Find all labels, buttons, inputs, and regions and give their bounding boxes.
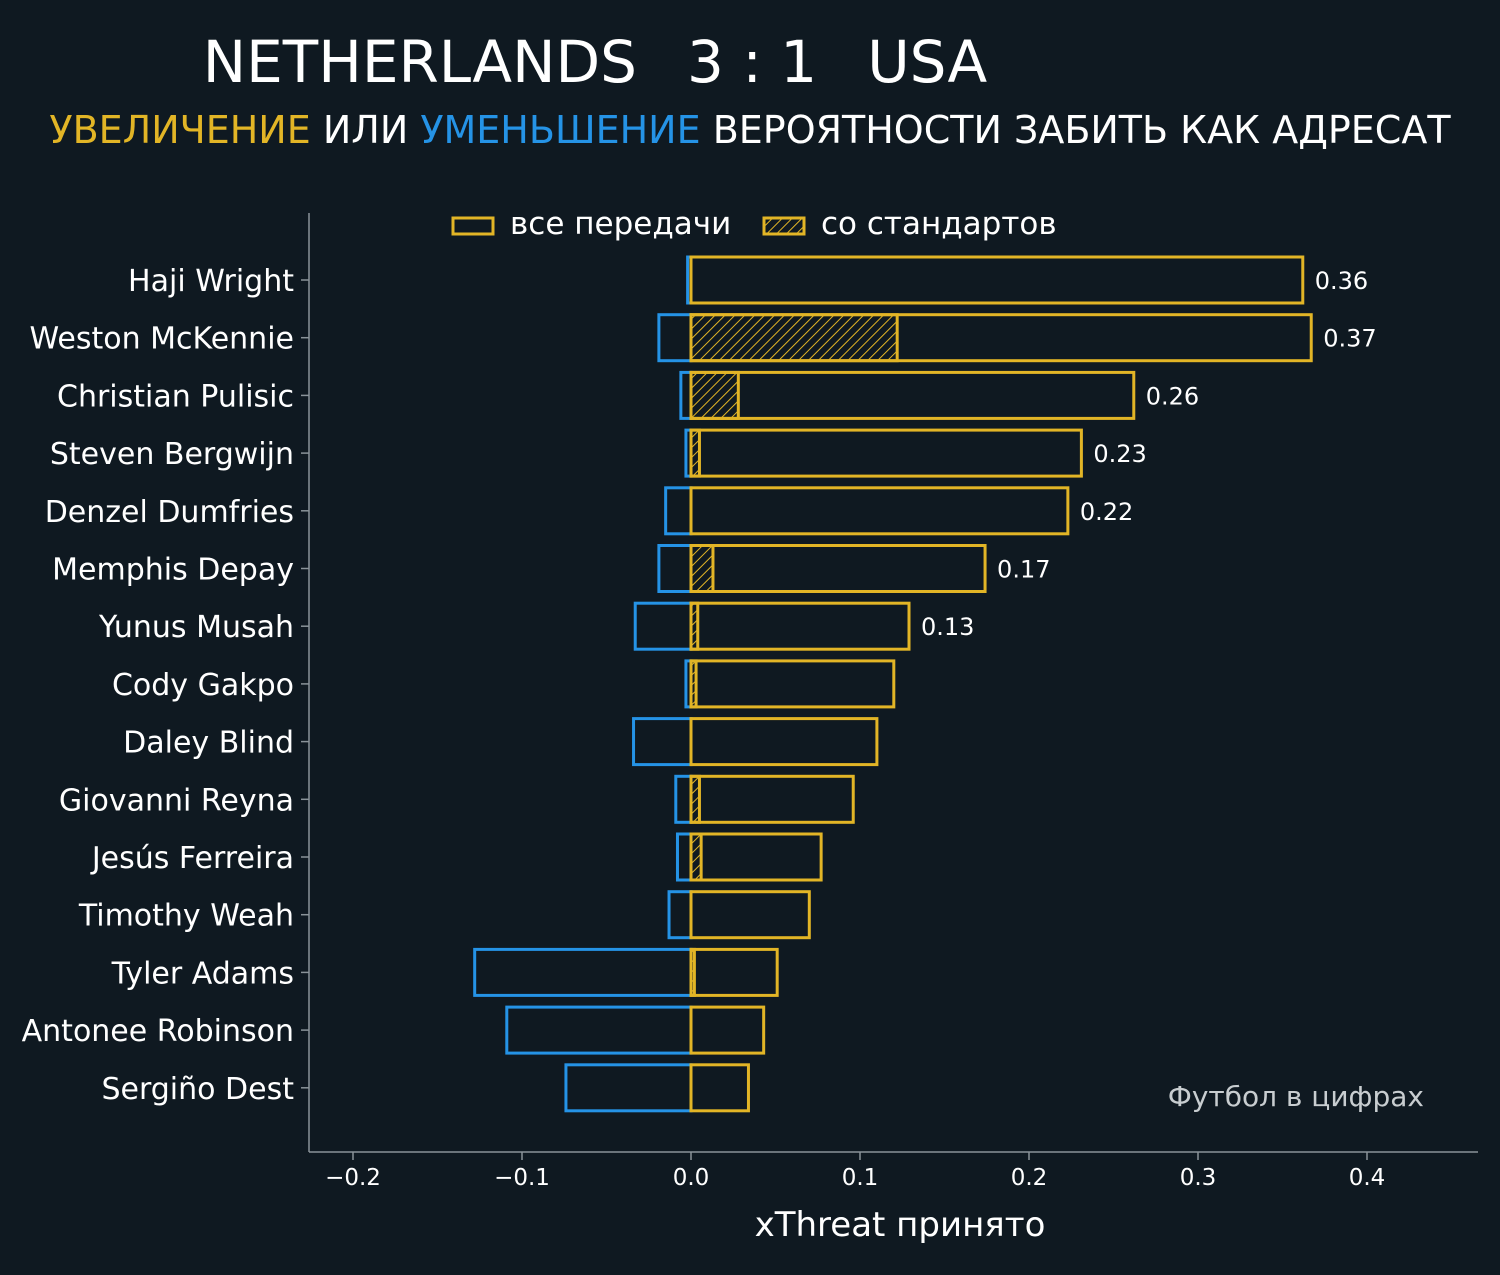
x-tick-label: 0.0 bbox=[673, 1165, 710, 1191]
bar-positive bbox=[689, 890, 811, 940]
legend-swatch-all-passes bbox=[451, 216, 495, 236]
bar-value-label: 0.26 bbox=[1146, 382, 1199, 410]
bar-value-label: 0.22 bbox=[1080, 498, 1133, 526]
legend-swatch-set-pieces bbox=[762, 216, 806, 236]
bar-negative bbox=[674, 774, 693, 824]
y-tick-label: Daley Blind bbox=[123, 726, 294, 761]
y-tick-label: Haji Wright bbox=[128, 264, 294, 299]
bar-positive bbox=[689, 947, 779, 997]
bar-value-label: 0.23 bbox=[1093, 440, 1146, 468]
y-tick-label: Memphis Depay bbox=[52, 553, 294, 588]
x-tick-label: 0.1 bbox=[842, 1165, 879, 1191]
y-tick-label: Cody Gakpo bbox=[112, 668, 294, 703]
bar-set-pieces bbox=[689, 370, 740, 420]
bar-positive bbox=[689, 1005, 766, 1055]
bar-negative bbox=[675, 832, 693, 882]
y-tick-label: Denzel Dumfries bbox=[45, 495, 294, 530]
bar-negative bbox=[473, 947, 693, 997]
bar-positive bbox=[689, 659, 896, 709]
bar-value-label: 0.36 bbox=[1315, 267, 1368, 295]
x-tick-label: 0.3 bbox=[1180, 1165, 1217, 1191]
legend-label-all-passes: все передачи bbox=[510, 206, 731, 242]
bar-negative bbox=[664, 486, 693, 536]
chart-subtitle: УВЕЛИЧЕНИЕ ИЛИ УМЕНЬШЕНИЕ ВЕРОЯТНОСТИ ЗА… bbox=[0, 108, 1500, 152]
y-tick-label: Steven Bergwijn bbox=[50, 437, 294, 472]
score: 3 : 1 bbox=[686, 28, 818, 96]
bar-positive bbox=[689, 717, 879, 767]
bar-negative bbox=[679, 370, 693, 420]
bar-negative bbox=[657, 313, 693, 363]
bar-positive bbox=[689, 774, 855, 824]
bar-negative bbox=[632, 717, 693, 767]
y-tick-label: Christian Pulisic bbox=[57, 379, 294, 414]
bar-positive bbox=[689, 544, 987, 593]
y-tick-label: Weston McKennie bbox=[30, 322, 295, 357]
bar-positive bbox=[689, 1063, 750, 1113]
bar-positive bbox=[689, 428, 1083, 478]
y-tick-label: Antonee Robinson bbox=[22, 1014, 294, 1049]
bar-positive bbox=[689, 313, 1313, 363]
bar-set-pieces bbox=[689, 544, 715, 593]
bar-positive bbox=[689, 486, 1070, 536]
bar-set-pieces bbox=[689, 313, 899, 363]
chart-title: NETHERLANDS 3 : 1 USA bbox=[0, 28, 1190, 96]
y-tick-label: Giovanni Reyna bbox=[59, 783, 294, 818]
y-tick-label: Tyler Adams bbox=[111, 956, 294, 991]
bar-positive bbox=[689, 601, 911, 651]
bar-negative bbox=[667, 890, 693, 940]
home-team: NETHERLANDS bbox=[202, 28, 637, 96]
watermark: Футбол в цифрах bbox=[1168, 1080, 1424, 1113]
x-axis-label: xThreat принято bbox=[755, 1205, 1046, 1245]
x-tick-label: 0.4 bbox=[1349, 1165, 1386, 1191]
x-tick-label: 0.2 bbox=[1011, 1165, 1048, 1191]
y-tick-label: Jesús Ferreira bbox=[90, 841, 294, 876]
bar-negative bbox=[564, 1063, 693, 1113]
bar-positive bbox=[689, 255, 1305, 305]
bar-negative bbox=[633, 601, 693, 651]
subtitle-rest: ВЕРОЯТНОСТИ ЗАБИТЬ КАК АДРЕСАТ bbox=[712, 108, 1451, 152]
bar-positive bbox=[689, 832, 823, 882]
y-tick-label: Yunus Musah bbox=[98, 610, 294, 645]
bar-value-label: 0.13 bbox=[921, 613, 974, 641]
x-tick-label: −0.1 bbox=[494, 1165, 550, 1191]
y-tick-label: Timothy Weah bbox=[78, 899, 294, 934]
x-tick-label: −0.2 bbox=[325, 1165, 381, 1191]
bar-value-label: 0.17 bbox=[997, 556, 1050, 584]
bar-negative bbox=[657, 544, 693, 593]
subtitle-decrease: УМЕНЬШЕНИЕ bbox=[420, 108, 701, 152]
legend-label-set-pieces: со стандартов bbox=[821, 206, 1057, 242]
bar-positive bbox=[689, 370, 1136, 420]
plot-area: −0.2 −0.1 0.0 0.1 0.2 0.3 0.4 xThreat принято вс… bbox=[22, 206, 1478, 1245]
subtitle-or: ИЛИ bbox=[322, 108, 409, 152]
away-team: USA bbox=[867, 28, 988, 96]
bar-set-pieces bbox=[689, 832, 703, 882]
y-tick-label: Sergiño Dest bbox=[101, 1072, 294, 1107]
bar-value-label: 0.37 bbox=[1323, 325, 1376, 353]
subtitle-increase: УВЕЛИЧЕНИЕ bbox=[49, 108, 311, 152]
bar-negative bbox=[505, 1005, 693, 1055]
